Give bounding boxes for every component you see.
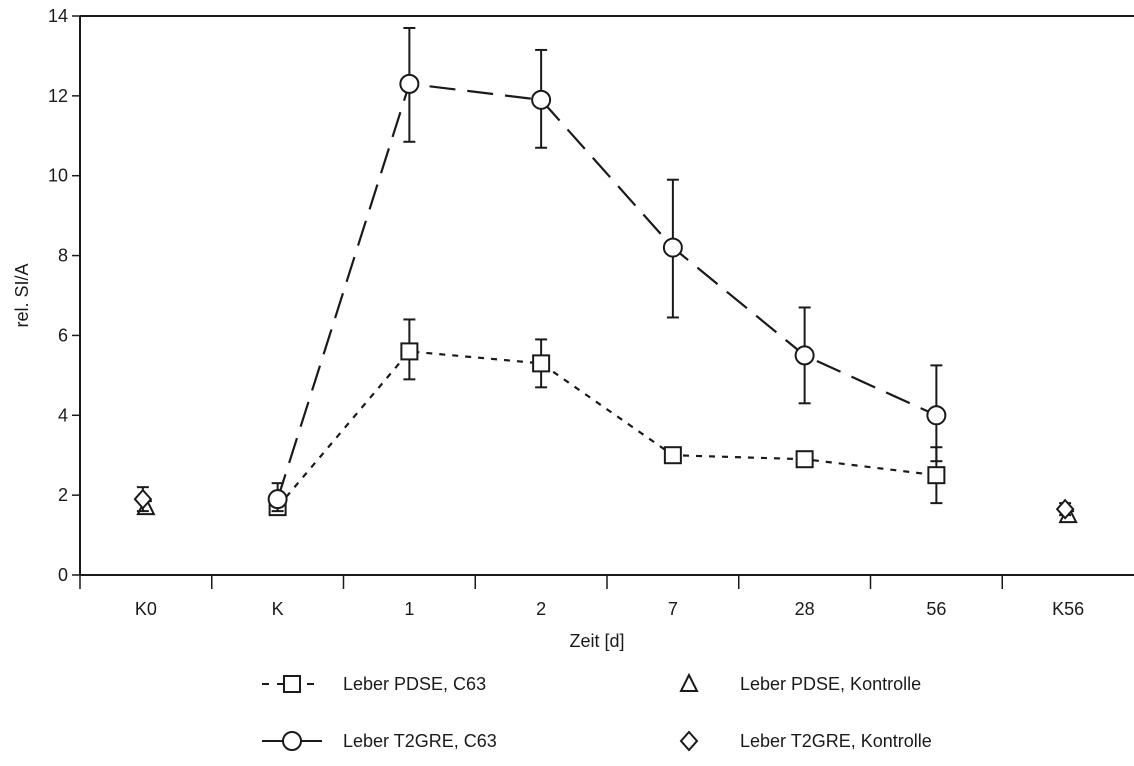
data-point: [531, 89, 552, 110]
legend-marker: [282, 731, 302, 751]
legend-item-0: Leber PDSE, C63: [262, 674, 486, 694]
data-point: [926, 405, 947, 426]
y-tick-label: 14: [48, 6, 68, 26]
series-1: [267, 26, 947, 513]
data-point: [133, 488, 153, 510]
x-axis-title: Zeit [d]: [569, 631, 624, 651]
data-point: [1055, 498, 1075, 520]
data-point: [663, 446, 682, 465]
x-tick-label: K56: [1052, 599, 1084, 619]
legend-marker: [679, 672, 699, 692]
x-tick-label: 7: [668, 599, 678, 619]
data-point: [532, 354, 551, 373]
data-point: [794, 345, 815, 366]
x-tick-label: 1: [404, 599, 414, 619]
data-point: [795, 450, 814, 469]
x-tick-label: K0: [135, 599, 157, 619]
legend-marker: [679, 730, 699, 752]
x-tick-label: K: [272, 599, 284, 619]
x-tick-label: 2: [536, 599, 546, 619]
y-tick-label: 4: [58, 405, 68, 425]
x-tick-label: 28: [795, 599, 815, 619]
y-tick-label: 0: [58, 565, 68, 585]
legend-item-2: Leber PDSE, Kontrolle: [679, 672, 921, 694]
series-3: [133, 486, 1075, 520]
data-point: [400, 342, 419, 361]
series-line: [276, 82, 937, 500]
legend-label: Leber T2GRE, Kontrolle: [740, 731, 932, 751]
legend-item-3: Leber T2GRE, Kontrolle: [679, 730, 932, 752]
y-tick-label: 8: [58, 246, 68, 266]
series-0: [268, 318, 946, 517]
x-axis-ticks: K0 K 1 2 7 28 56 K56: [79, 575, 1084, 619]
legend-item-1: Leber T2GRE, C63: [262, 731, 497, 751]
data-point: [927, 466, 946, 485]
y-tick-label: 6: [58, 325, 68, 345]
y-axis-ticks: 0 2 4 6 8 10 12 14: [48, 6, 80, 585]
plot-area: [133, 26, 1078, 524]
series-line: [276, 350, 937, 508]
x-tick-label: 56: [926, 599, 946, 619]
axes: [79, 15, 1134, 576]
legend-label: Leber PDSE, C63: [343, 674, 486, 694]
y-tick-label: 12: [48, 86, 68, 106]
legend-label: Leber T2GRE, C63: [343, 731, 497, 751]
y-axis-title: rel. SI/A: [12, 263, 32, 327]
legend: Leber PDSE, C63 Leber T2GRE, C63 Leber PDS…: [262, 672, 932, 752]
data-point: [267, 489, 288, 510]
legend-label: Leber PDSE, Kontrolle: [740, 674, 921, 694]
y-tick-label: 2: [58, 485, 68, 505]
data-point: [662, 237, 683, 258]
legend-marker: [283, 675, 301, 693]
data-point: [399, 73, 420, 94]
y-tick-label: 10: [48, 166, 68, 186]
